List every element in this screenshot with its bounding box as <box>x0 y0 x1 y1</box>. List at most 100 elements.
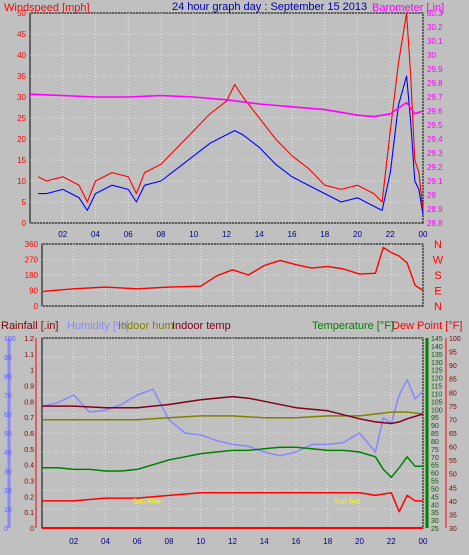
wind-time-tick: 06 <box>124 230 133 239</box>
humidity-tick: 30 <box>4 469 12 476</box>
rainfall-tick: 1.2 <box>24 336 34 343</box>
dew-point-tick: 50 <box>449 472 457 479</box>
barometer-tick: 30.1 <box>427 37 443 46</box>
wind-time-tick: 12 <box>222 230 231 239</box>
dew-point-tick: 30 <box>449 526 457 533</box>
dew-point-tick: 70 <box>449 417 457 424</box>
series-dew_point <box>42 491 423 513</box>
direction-degree-tick: 90 <box>29 287 38 296</box>
temperature-tick: 140 <box>431 344 443 351</box>
rainfall-tick: 0.8 <box>24 399 34 406</box>
temperature-time-tick: 16 <box>292 537 301 546</box>
humidity-tick: 50 <box>4 431 12 438</box>
wind-time-axis: 02 04 06 08 10 12 14 16 18 20 22 00 <box>58 230 428 239</box>
wind-time-tick: 10 <box>189 230 198 239</box>
barometer-axis: 28.8 28.9 29 29.1 29.2 29.3 29.4 29.5 29.6 29.7 29… <box>427 9 443 228</box>
rainfall-tick: 0.1 <box>24 510 34 517</box>
direction-degree-tick: 0 <box>34 302 39 311</box>
wind-time-tick: 04 <box>91 230 100 239</box>
series-temperature <box>42 446 423 479</box>
temperature-tick: 30 <box>431 518 439 525</box>
temperature-tick: 70 <box>431 455 439 462</box>
sun-event-label: Sun Rise <box>133 498 162 505</box>
temperature-time-tick: 12 <box>228 537 237 546</box>
temperature-tick: 120 <box>431 376 443 383</box>
temperature-axes: 0 10 20 30 40 50 60 70 80 90 100 0 0.1 0.2 0.3 0.4 0.5 0.… <box>4 336 461 533</box>
barometer-tick: 29.3 <box>427 149 443 158</box>
legend-temperature: Temperature [°F] <box>312 320 394 332</box>
windspeed-axis-label: Windspeed [mph] <box>4 2 90 14</box>
barometer-tick: 29.7 <box>427 93 443 102</box>
wind-time-tick: 02 <box>58 230 67 239</box>
windspeed-tick: 35 <box>17 72 26 81</box>
barometer-tick: 29.2 <box>427 163 443 172</box>
temperature-time-tick: 10 <box>196 537 205 546</box>
wind-time-tick: 00 <box>419 230 428 239</box>
humidity-tick: 40 <box>4 450 12 457</box>
humidity-tick: 100 <box>4 336 16 343</box>
rainfall-tick: 0.3 <box>24 479 34 486</box>
temperature-time-tick: 08 <box>165 537 174 546</box>
rainfall-tick: 0.2 <box>24 494 34 501</box>
barometer-tick: 30.2 <box>427 23 443 32</box>
humidity-tick: 70 <box>4 393 12 400</box>
temperature-tick: 75 <box>431 447 439 454</box>
wind-time-tick: 22 <box>386 230 395 239</box>
compass-point-label: N <box>434 301 442 313</box>
dew-point-tick: 100 <box>449 336 461 343</box>
temperature-tick: 35 <box>431 510 439 517</box>
windspeed-tick: 0 <box>22 219 27 228</box>
temperature-time-tick: 22 <box>387 537 396 546</box>
wind-time-tick: 16 <box>288 230 297 239</box>
temperature-time-tick: 04 <box>101 537 110 546</box>
compass-point-label: E <box>434 286 441 298</box>
barometer-tick: 30.3 <box>427 9 443 18</box>
temperature-tick: 145 <box>431 336 443 343</box>
rainfall-tick: 0.9 <box>24 384 34 391</box>
humidity-tick: 10 <box>4 507 12 514</box>
series-indoor_hum <box>42 411 424 421</box>
windspeed-tick: 10 <box>17 177 26 186</box>
temperature-tick: 80 <box>431 439 439 446</box>
windspeed-tick: 50 <box>17 9 26 18</box>
temperature-time-tick: 20 <box>355 537 364 546</box>
legend-dew-point: Dew Point [°F] <box>392 320 462 332</box>
barometer-tick: 30 <box>427 51 436 60</box>
rainfall-tick: 0.4 <box>24 463 34 470</box>
barometer-tick: 29.9 <box>427 65 443 74</box>
dew-point-tick: 85 <box>449 377 457 384</box>
direction-degree-axis: 0 90 180 270 360 <box>25 240 39 311</box>
wind-time-tick: 14 <box>255 230 264 239</box>
windspeed-tick: 30 <box>17 93 26 102</box>
wind-speed-axis: 0 5 10 15 20 25 30 35 40 45 50 <box>17 9 26 228</box>
dew-point-tick: 45 <box>449 485 457 492</box>
windspeed-tick: 20 <box>17 135 26 144</box>
temperature-tick: 40 <box>431 502 439 509</box>
temperature-time-tick: 00 <box>419 537 428 546</box>
dew-point-tick: 90 <box>449 363 457 370</box>
sun-event-label: Sun Set <box>334 498 359 505</box>
wind-time-tick: 20 <box>353 230 362 239</box>
temperature-tick: 115 <box>431 384 442 391</box>
dew-point-tick: 60 <box>449 445 457 452</box>
dew-point-tick: 35 <box>449 512 457 519</box>
barometer-tick: 29.5 <box>427 121 443 130</box>
direction-degree-tick: 180 <box>25 271 39 280</box>
rainfall-tick: 1.1 <box>24 352 34 359</box>
series-wind_gust <box>37 12 424 211</box>
humidity-tick: 20 <box>4 488 12 495</box>
temperature-tick: 85 <box>431 431 439 438</box>
temperature-tick: 25 <box>431 526 439 533</box>
series-wind_avg <box>38 75 424 215</box>
compass-point-label: W <box>433 255 444 267</box>
barometer-tick: 29.8 <box>427 79 443 88</box>
dew-point-tick: 80 <box>449 390 457 397</box>
direction-degree-tick: 270 <box>25 256 39 265</box>
humidity-tick: 80 <box>4 374 12 381</box>
temperature-tick: 125 <box>431 368 443 375</box>
humidity-tick: 60 <box>4 412 12 419</box>
compass-point-label: N <box>434 239 442 251</box>
